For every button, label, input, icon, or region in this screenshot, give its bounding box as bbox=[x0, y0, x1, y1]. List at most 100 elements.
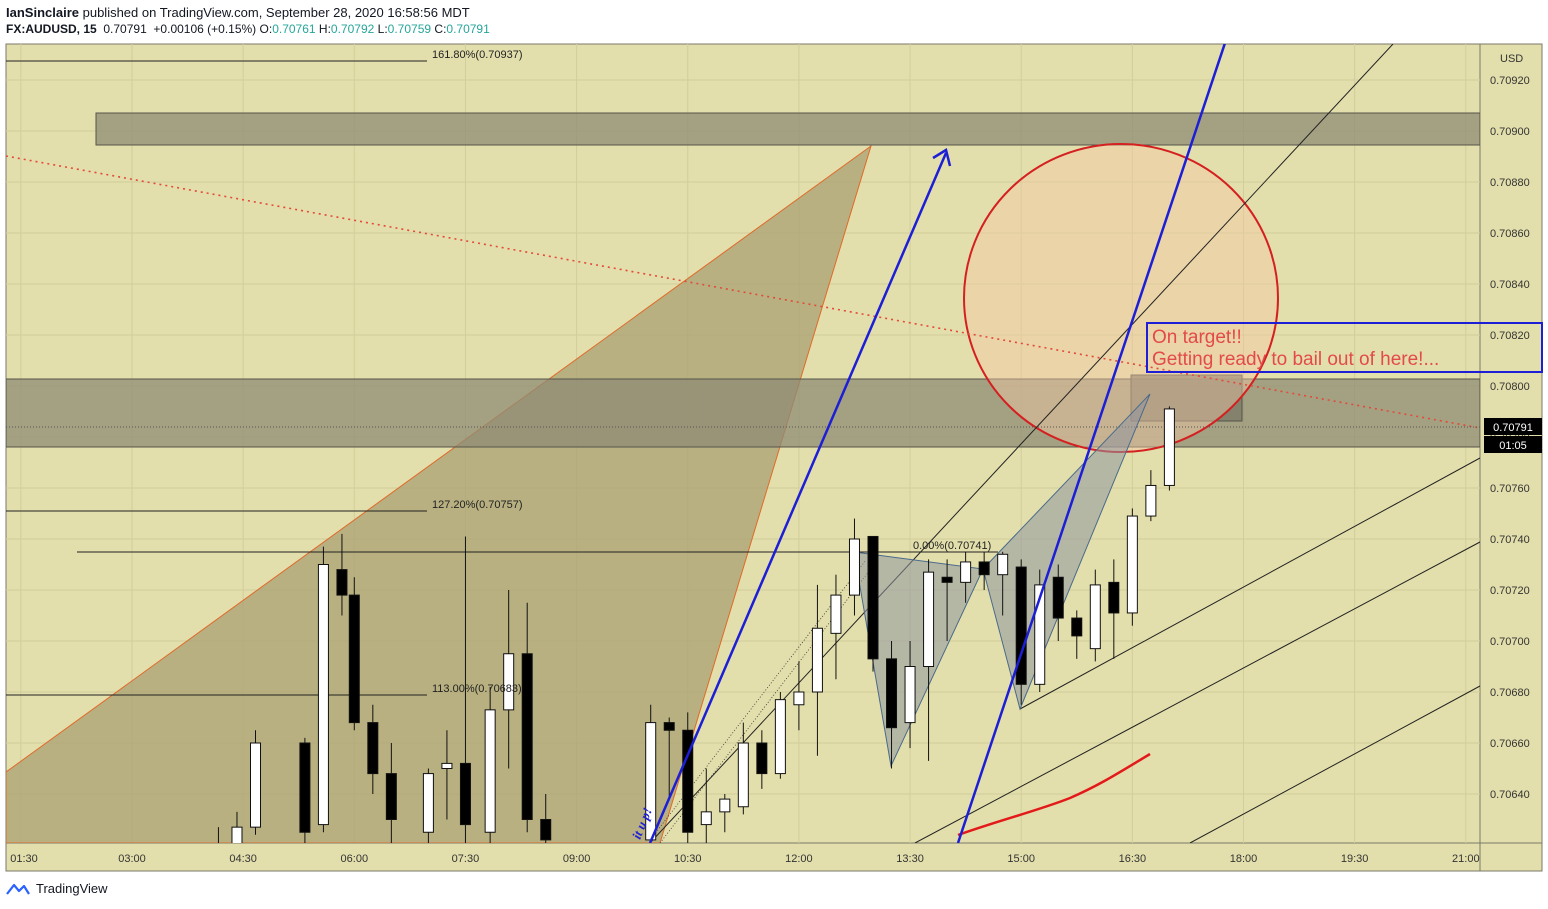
price-tick-label: 0.70760 bbox=[1490, 483, 1530, 495]
candle-body[interactable] bbox=[1163, 408, 1175, 486]
time-tick-label: 06:00 bbox=[341, 853, 369, 865]
candle-body[interactable] bbox=[848, 538, 860, 596]
candle-body[interactable] bbox=[231, 826, 243, 845]
high-value: 0.70792 bbox=[330, 22, 375, 36]
low-value: 0.70759 bbox=[387, 22, 432, 36]
time-axis[interactable] bbox=[6, 843, 1542, 871]
time-tick-label: 16:30 bbox=[1119, 853, 1147, 865]
candle-body[interactable] bbox=[250, 742, 261, 828]
candle-body[interactable] bbox=[336, 569, 348, 596]
candle-body[interactable] bbox=[1052, 576, 1064, 619]
candles bbox=[217, 406, 1175, 845]
red-curve[interactable] bbox=[957, 752, 1151, 837]
candle-body[interactable] bbox=[756, 742, 768, 775]
close-value: 0.70791 bbox=[446, 22, 490, 36]
annotation-line-1: On target!! bbox=[1152, 327, 1242, 348]
fib-label-1272: 127.20%(0.70757) bbox=[432, 499, 523, 511]
author-name[interactable]: IanSinclaire bbox=[6, 5, 79, 20]
blue-arrow-line[interactable] bbox=[648, 152, 948, 843]
countdown-tag bbox=[1484, 436, 1542, 453]
candle-body[interactable] bbox=[1089, 584, 1101, 650]
candle-body[interactable] bbox=[682, 729, 694, 833]
price-tick-label: 0.70640 bbox=[1490, 789, 1530, 801]
middle-zone[interactable] bbox=[6, 378, 1480, 448]
price-tag bbox=[1484, 418, 1542, 435]
price-tag-label: 0.70791 bbox=[1493, 422, 1533, 434]
candle-body[interactable] bbox=[459, 762, 471, 826]
candle-body[interactable] bbox=[830, 594, 842, 634]
time-tick-label: 01:30 bbox=[10, 853, 38, 865]
candle-body[interactable] bbox=[385, 773, 397, 820]
candle-body[interactable] bbox=[978, 561, 990, 576]
time-tick-label: 12:00 bbox=[785, 853, 813, 865]
candle-body[interactable] bbox=[700, 811, 712, 826]
symbol-name[interactable]: FX:AUDUSD, 15 bbox=[6, 22, 97, 36]
candle-body[interactable] bbox=[367, 722, 379, 775]
candle-body[interactable] bbox=[719, 798, 731, 813]
channel-line-1[interactable] bbox=[649, 44, 1394, 843]
candle-body[interactable] bbox=[348, 594, 360, 724]
channel-line-4[interactable] bbox=[1189, 685, 1480, 843]
fib-label-000: 0.00%(0.70741) bbox=[913, 540, 991, 552]
channel-line-3[interactable] bbox=[914, 541, 1480, 843]
candle-body[interactable] bbox=[317, 564, 329, 826]
candle-body[interactable] bbox=[867, 535, 879, 660]
time-tick-label: 09:00 bbox=[563, 853, 591, 865]
candle-body[interactable] bbox=[923, 571, 935, 668]
price-tick-label: 0.70920 bbox=[1490, 75, 1530, 87]
candle-body[interactable] bbox=[1071, 617, 1083, 637]
candle-body[interactable] bbox=[540, 819, 552, 841]
upper-zone[interactable] bbox=[95, 112, 1480, 146]
candle-body[interactable] bbox=[1126, 515, 1138, 614]
candle-body[interactable] bbox=[737, 742, 749, 808]
candle-body[interactable] bbox=[484, 709, 496, 833]
close-key: C: bbox=[434, 22, 447, 36]
price-chart[interactable]: it u p! 161.80%(0.70937) 127.20%(0.70757… bbox=[0, 40, 1548, 874]
annotation-box[interactable] bbox=[1146, 322, 1543, 373]
candle-body[interactable] bbox=[941, 576, 953, 583]
open-key: O: bbox=[259, 22, 273, 36]
open-value: 0.70761 bbox=[272, 22, 316, 36]
candle-body[interactable] bbox=[299, 742, 311, 833]
time-tick-label: 04:30 bbox=[229, 853, 257, 865]
blue-steep-line[interactable] bbox=[956, 40, 1226, 843]
price-axis-labels: 0.70640 0.70660 0.70680 0.70700 0.70720 0.707… bbox=[1490, 75, 1530, 801]
candle-body[interactable] bbox=[503, 653, 515, 711]
candle-body[interactable] bbox=[793, 691, 805, 706]
time-tick-label: 18:00 bbox=[1230, 853, 1258, 865]
candle-body[interactable] bbox=[811, 627, 823, 693]
candle-body[interactable] bbox=[1034, 584, 1046, 685]
annotation-text: On target!! Getting ready to bail out of… bbox=[1152, 327, 1439, 371]
time-axis-labels: 01:30 03:00 04:30 06:00 07:30 09:00 10:30 12:00… bbox=[10, 853, 1479, 865]
time-tick-label: 15:00 bbox=[1007, 853, 1035, 865]
candle-body[interactable] bbox=[663, 722, 675, 731]
candle-body[interactable] bbox=[521, 653, 533, 820]
price-tick-label: 0.70860 bbox=[1490, 228, 1530, 240]
footer-brand[interactable]: TradingView bbox=[6, 881, 108, 896]
price-tick-label: 0.70840 bbox=[1490, 279, 1530, 291]
candle-body[interactable] bbox=[1145, 484, 1157, 517]
price-tick-label: 0.70700 bbox=[1490, 636, 1530, 648]
helper-dotted-1 bbox=[649, 559, 867, 841]
candle-body[interactable] bbox=[997, 553, 1009, 576]
fib-label-1130: 113.00%(0.70683) bbox=[432, 683, 522, 695]
candle-body[interactable] bbox=[441, 762, 453, 770]
target-circle[interactable] bbox=[963, 143, 1279, 453]
publish-info: published on TradingView.com, September … bbox=[82, 5, 470, 20]
blue-arrow-head bbox=[932, 148, 952, 167]
channel-line-2[interactable] bbox=[1019, 457, 1480, 710]
candle-body[interactable] bbox=[886, 658, 898, 729]
candle-body[interactable] bbox=[960, 561, 972, 583]
dotted-trendline[interactable] bbox=[6, 155, 1480, 429]
price-tick-label: 0.70900 bbox=[1490, 126, 1530, 138]
time-tick-label: 07:30 bbox=[452, 853, 480, 865]
fib-label-1618: 161.80%(0.70937) bbox=[432, 49, 523, 61]
candle-body[interactable] bbox=[1015, 566, 1027, 685]
candle-body[interactable] bbox=[422, 773, 434, 833]
candle-body[interactable] bbox=[904, 666, 916, 724]
target-box[interactable] bbox=[1130, 374, 1243, 422]
projection-wedge[interactable] bbox=[6, 144, 872, 843]
candle-body[interactable] bbox=[1108, 581, 1120, 614]
candle-body[interactable] bbox=[774, 699, 786, 775]
currency-label: USD bbox=[1500, 53, 1523, 65]
